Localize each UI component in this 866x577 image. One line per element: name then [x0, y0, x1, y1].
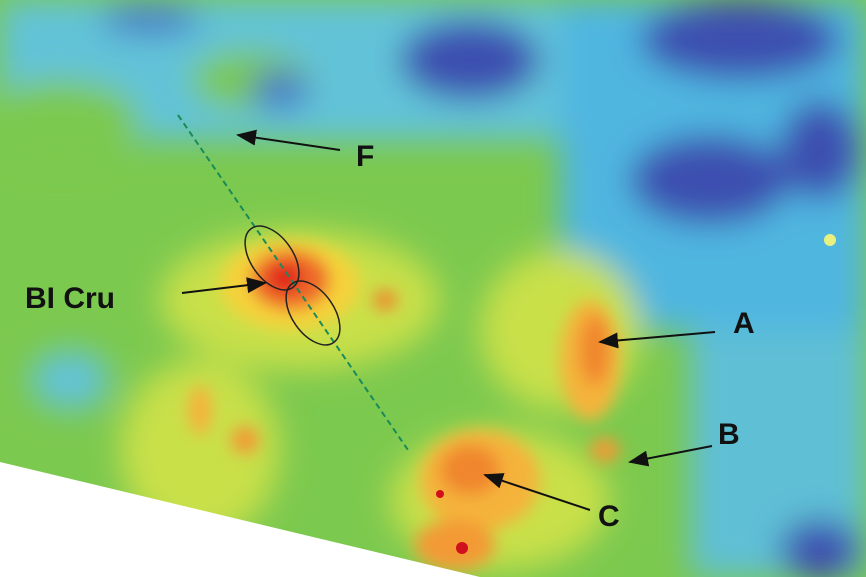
false-color-map	[0, 0, 866, 577]
image: F BI Cru A B C	[0, 0, 866, 577]
label: B	[718, 418, 740, 451]
label: C	[598, 500, 620, 533]
label: BI Cru	[25, 282, 115, 315]
label: A	[733, 307, 755, 340]
label: F	[356, 140, 374, 173]
